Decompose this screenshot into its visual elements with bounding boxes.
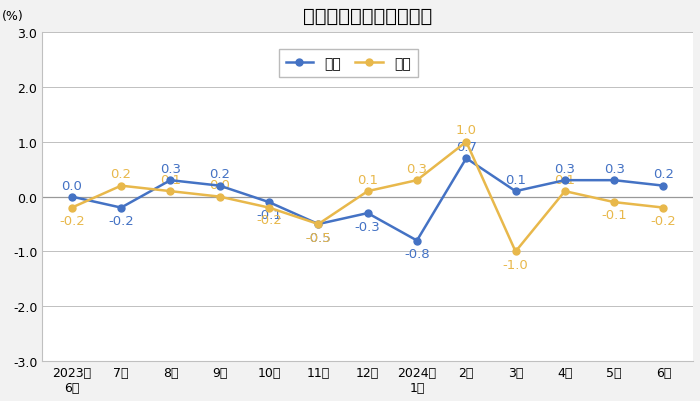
同比 — [265, 200, 273, 205]
Text: 0.3: 0.3 — [407, 162, 428, 175]
Text: 0.2: 0.2 — [653, 168, 674, 180]
Text: -0.2: -0.2 — [650, 215, 676, 228]
环比 — [610, 200, 618, 205]
Text: -0.1: -0.1 — [601, 208, 627, 221]
Text: 0.1: 0.1 — [357, 173, 378, 186]
环比 — [117, 184, 125, 188]
Text: -0.2: -0.2 — [256, 214, 282, 227]
环比 — [561, 189, 569, 194]
Text: 0.1: 0.1 — [505, 173, 526, 186]
环比 — [512, 249, 520, 254]
环比 — [462, 140, 470, 145]
Text: 0.7: 0.7 — [456, 140, 477, 153]
环比 — [68, 206, 76, 211]
Text: -0.3: -0.3 — [355, 220, 381, 233]
Text: 0.2: 0.2 — [209, 168, 230, 180]
Text: 0.3: 0.3 — [603, 162, 624, 175]
Text: -0.2: -0.2 — [59, 215, 85, 228]
环比 — [363, 189, 372, 194]
Text: -1.0: -1.0 — [503, 259, 528, 271]
环比 — [166, 189, 174, 194]
环比 — [314, 222, 323, 227]
Text: -0.5: -0.5 — [305, 231, 331, 244]
Legend: 同比, 环比: 同比, 环比 — [279, 50, 418, 77]
同比 — [363, 211, 372, 216]
环比 — [413, 178, 421, 183]
环比 — [216, 195, 224, 200]
同比 — [512, 189, 520, 194]
Text: 1.0: 1.0 — [456, 124, 477, 137]
同比 — [68, 195, 76, 200]
Text: 0.0: 0.0 — [209, 178, 230, 192]
Text: 0.3: 0.3 — [160, 162, 181, 175]
同比 — [462, 156, 470, 161]
Text: 0.2: 0.2 — [111, 168, 132, 180]
Title: 全国居民消费价格涨跌幅: 全国居民消费价格涨跌幅 — [303, 7, 433, 26]
Text: -0.1: -0.1 — [256, 208, 282, 221]
同比 — [117, 206, 125, 211]
同比 — [561, 178, 569, 183]
Text: 0.1: 0.1 — [554, 173, 575, 186]
环比 — [659, 206, 668, 211]
同比 — [659, 184, 668, 188]
Line: 环比: 环比 — [69, 139, 667, 255]
同比 — [216, 184, 224, 188]
Line: 同比: 同比 — [69, 155, 667, 244]
Text: -0.2: -0.2 — [108, 215, 134, 228]
同比 — [166, 178, 174, 183]
Text: 0.3: 0.3 — [554, 162, 575, 175]
Text: 0.1: 0.1 — [160, 173, 181, 186]
环比 — [265, 206, 273, 211]
Y-axis label: (%): (%) — [2, 10, 24, 23]
Text: -0.8: -0.8 — [404, 247, 430, 261]
同比 — [413, 239, 421, 243]
同比 — [314, 222, 323, 227]
同比 — [610, 178, 618, 183]
Text: 0.0: 0.0 — [62, 180, 83, 192]
Text: -0.5: -0.5 — [305, 231, 331, 244]
